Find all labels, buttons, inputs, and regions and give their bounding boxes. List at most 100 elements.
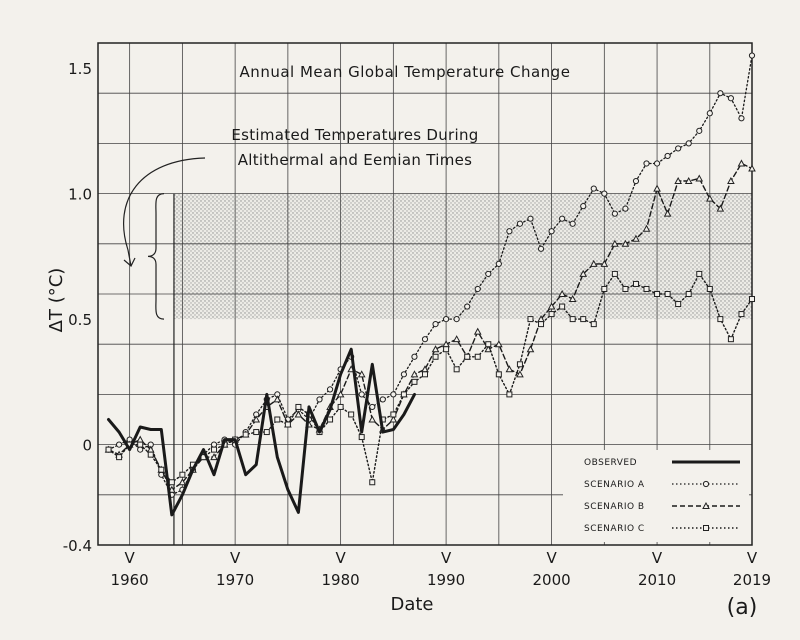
data-point-scenario-b: [431, 345, 440, 353]
data-point-scenario-c: [622, 285, 629, 292]
series-scenario-c: [105, 270, 755, 486]
data-point-scenario-a: [580, 203, 587, 210]
data-point-scenario-a: [696, 127, 703, 134]
data-point-scenario-c: [295, 403, 302, 410]
data-point-scenario-b: [273, 395, 282, 403]
data-point-scenario-b: [589, 259, 598, 267]
data-point-scenario-a: [464, 303, 471, 310]
v-marker: V: [125, 549, 136, 567]
data-point-scenario-c: [105, 446, 112, 453]
x-tick-label: 2010: [638, 571, 676, 589]
x-tick-label: 1970: [216, 571, 254, 589]
data-point-scenario-a: [717, 90, 724, 97]
data-point-scenario-c: [485, 341, 492, 348]
data-point-scenario-c: [749, 296, 755, 303]
data-point-scenario-c: [516, 361, 523, 368]
y-tick-label: 0.5: [68, 311, 92, 329]
y-tick-label: 0: [82, 437, 92, 455]
data-point-scenario-a: [727, 95, 735, 102]
annotation-arrow: [123, 157, 206, 267]
data-point-scenario-a: [137, 446, 144, 453]
plot-frame: [97, 42, 753, 546]
data-point-scenario-b: [452, 335, 461, 343]
data-point-scenario-a: [537, 245, 545, 252]
data-point-scenario-a: [210, 441, 218, 448]
series-layer: [104, 52, 756, 517]
v-marker: V: [335, 549, 346, 567]
data-point-scenario-a: [653, 160, 661, 167]
chart-title: Annual Mean Global Temperature Change: [240, 63, 571, 81]
x-tick-label: 2000: [532, 571, 570, 589]
series-line-observed: [107, 347, 416, 517]
data-point-scenario-c: [337, 403, 344, 410]
y-tick-label: -0.4: [63, 537, 92, 555]
data-point-scenario-b: [705, 194, 714, 202]
data-point-scenario-b: [716, 204, 725, 212]
data-point-scenario-b: [368, 415, 377, 423]
data-point-scenario-b: [737, 159, 746, 167]
legend-marker-scenario-b: [702, 501, 710, 509]
data-point-scenario-a: [559, 215, 566, 222]
data-point-scenario-a: [432, 321, 439, 328]
data-point-scenario-a: [316, 396, 323, 403]
data-point-scenario-c: [284, 421, 291, 428]
data-point-scenario-a: [611, 210, 618, 217]
x-tick-label: 1980: [322, 571, 360, 589]
data-point-scenario-b: [653, 184, 661, 192]
data-point-scenario-b: [642, 224, 651, 232]
x-tick-label: 1960: [111, 571, 149, 589]
data-point-scenario-b: [727, 177, 735, 185]
data-point-scenario-a: [527, 215, 534, 222]
data-point-scenario-c: [369, 479, 376, 486]
data-point-scenario-b: [294, 410, 303, 418]
y-axis-label: ΔT (°C): [46, 268, 67, 333]
data-point-scenario-c: [474, 353, 481, 360]
data-point-scenario-b: [748, 164, 756, 172]
data-point-scenario-c: [664, 291, 671, 297]
x-tick-label: 2019: [733, 571, 771, 589]
v-marker: V: [441, 549, 452, 567]
data-point-scenario-b: [178, 478, 187, 486]
data-point-scenario-c: [632, 280, 639, 287]
data-point-scenario-b: [600, 259, 609, 267]
data-point-scenario-b: [336, 390, 345, 398]
data-point-scenario-c: [654, 291, 661, 297]
data-point-scenario-a: [442, 316, 450, 323]
data-point-scenario-b: [579, 269, 588, 277]
data-point-scenario-c: [601, 285, 608, 292]
data-point-scenario-a: [495, 260, 502, 267]
data-point-scenario-b: [357, 370, 366, 378]
x-axis-ticks: 1960 1970 1980 1990 2000 2010 2019: [111, 571, 772, 589]
x-tick-label: 1990: [427, 571, 465, 589]
data-point-scenario-a: [421, 336, 429, 343]
data-point-scenario-c: [506, 391, 513, 398]
data-point-scenario-b: [210, 453, 218, 461]
data-point-scenario-a: [453, 316, 460, 323]
data-point-scenario-c: [411, 378, 418, 385]
data-point-scenario-c: [538, 321, 545, 328]
data-point-scenario-c: [685, 291, 692, 297]
data-point-scenario-a: [411, 353, 418, 360]
data-point-scenario-b: [547, 302, 556, 310]
data-point-scenario-a: [643, 160, 650, 167]
data-point-scenario-a: [590, 185, 597, 192]
data-point-scenario-a: [601, 190, 608, 197]
data-point-scenario-a: [748, 52, 756, 59]
data-point-scenario-a: [485, 270, 492, 278]
data-point-scenario-c: [179, 471, 186, 478]
data-point-scenario-c: [590, 321, 597, 328]
data-point-scenario-a: [548, 228, 555, 235]
data-point-scenario-c: [274, 416, 281, 423]
data-point-scenario-c: [569, 316, 576, 323]
data-point-scenario-b: [611, 239, 619, 247]
panel-label: (a): [727, 595, 758, 620]
data-point-scenario-b: [494, 340, 503, 348]
data-point-scenario-b: [505, 365, 514, 373]
data-point-scenario-c: [611, 270, 618, 277]
data-point-scenario-c: [738, 311, 745, 318]
legend-marker-scenario-c: [703, 525, 709, 531]
data-point-scenario-c: [432, 353, 439, 360]
data-point-scenario-c: [464, 353, 471, 360]
data-point-scenario-b: [516, 370, 524, 378]
